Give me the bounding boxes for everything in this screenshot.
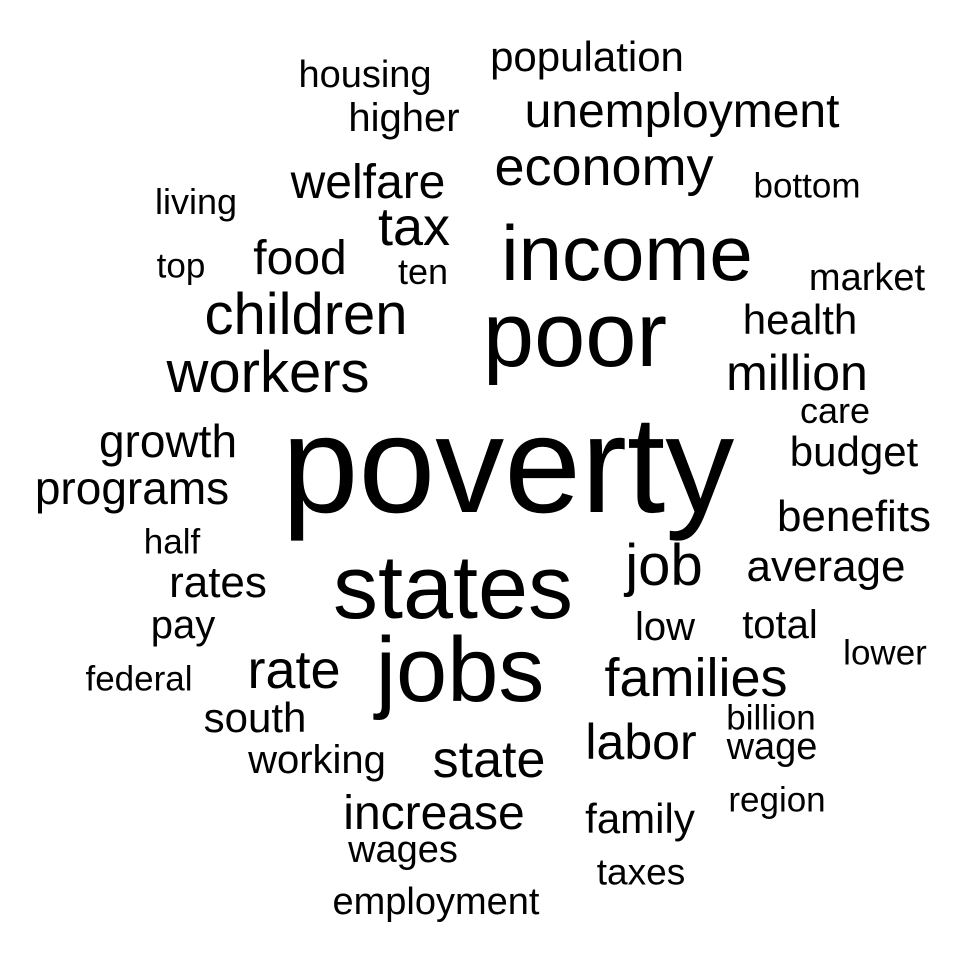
word-families: families [604, 648, 788, 708]
word-labor: labor [585, 714, 697, 770]
word-million: million [726, 345, 868, 401]
word-taxes: taxes [596, 851, 686, 893]
word-income: income [501, 209, 753, 297]
word-budget: budget [789, 428, 919, 475]
word-growth: growth [98, 415, 238, 467]
word-low: low [634, 605, 696, 649]
word-tax: tax [377, 197, 451, 257]
word-welfare: welfare [290, 156, 446, 209]
word-top: top [156, 246, 206, 286]
word-market: market [808, 257, 926, 299]
word-housing: housing [298, 54, 432, 96]
word-economy: economy [494, 137, 714, 197]
word-living: living [154, 181, 238, 222]
word-pay: pay [150, 603, 216, 647]
word-unemployment: unemployment [524, 85, 840, 138]
word-rate: rate [247, 640, 341, 700]
word-ten: ten [397, 251, 449, 292]
word-food: food [253, 232, 347, 285]
word-half: half [143, 522, 201, 562]
word-population: population [490, 33, 684, 80]
word-working: working [248, 738, 386, 782]
word-benefits: benefits [776, 492, 932, 541]
word-increase: increase [343, 787, 525, 840]
word-poor: poor [482, 284, 668, 386]
word-employment: employment [332, 881, 540, 923]
word-higher: higher [348, 96, 460, 140]
word-rates: rates [169, 558, 267, 607]
word-bottom: bottom [753, 166, 861, 206]
word-programs: programs [34, 462, 230, 514]
word-state: state [432, 731, 546, 789]
word-workers: workers [166, 340, 370, 405]
word-lower: lower [843, 633, 927, 673]
word-poverty: poverty [281, 388, 735, 542]
word-wages: wages [348, 829, 458, 871]
word-billion: billion [726, 698, 816, 738]
word-children: children [204, 282, 408, 347]
word-health: health [742, 296, 858, 343]
word-wage: wage [726, 726, 818, 768]
word-region: region [728, 780, 826, 820]
word-family: family [585, 795, 695, 842]
word-south: south [203, 694, 307, 741]
word-average: average [746, 542, 906, 591]
word-care: care [799, 390, 871, 431]
word-states: states [332, 538, 574, 638]
word-jobs: jobs [375, 619, 545, 721]
word-total: total [742, 603, 818, 647]
word-job: job [625, 533, 703, 598]
word-federal: federal [85, 659, 193, 699]
